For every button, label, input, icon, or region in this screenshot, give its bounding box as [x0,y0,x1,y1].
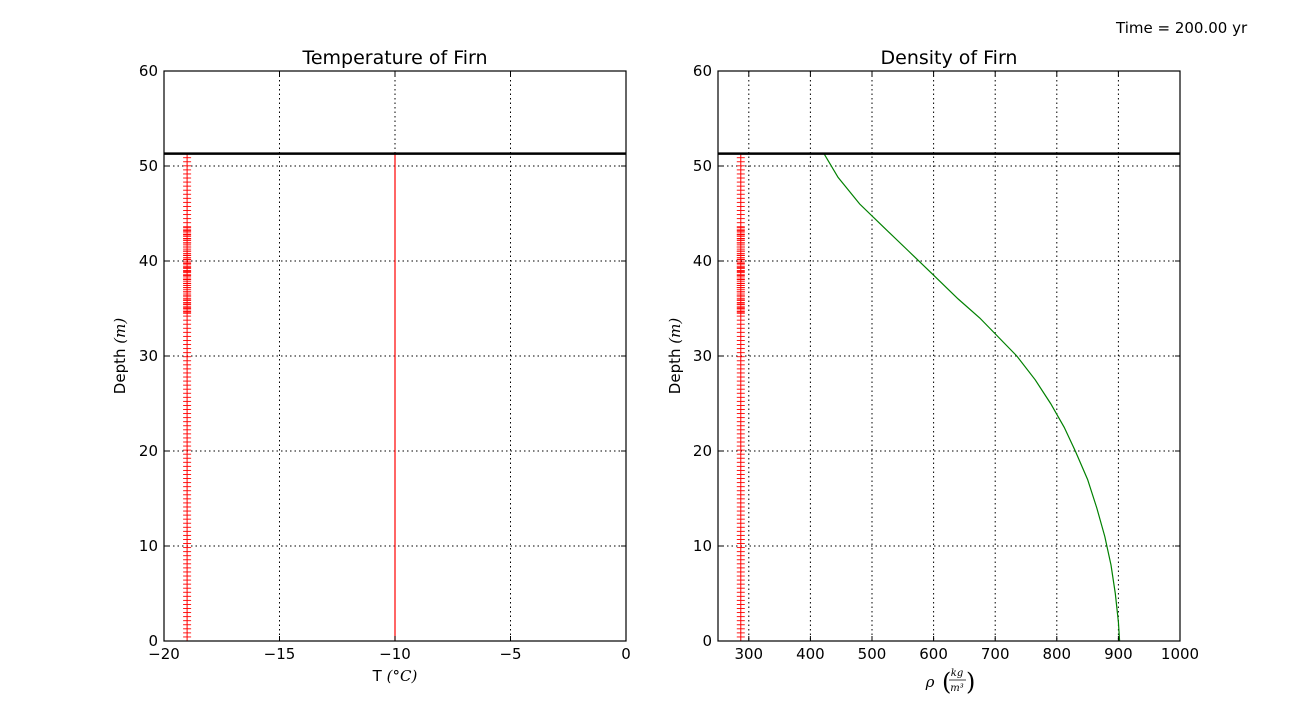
y-axis-label: Depth (m) [666,318,684,395]
series-line [823,153,1121,641]
x-tick-label: 400 [796,645,825,663]
close-paren: ) [966,668,975,696]
x-tick-label: 1000 [1161,645,1199,663]
x-tick-label: 800 [1042,645,1071,663]
y-tick-label: 60 [139,62,158,80]
y-tick-label: 30 [139,347,158,365]
x-tick-label: −5 [499,645,521,663]
x-tick-label: −15 [264,645,296,663]
y-tick-label: 30 [693,347,712,365]
x-axis-unit-numerator: kg [951,668,963,679]
y-tick-label: 20 [693,442,712,460]
x-tick-label: 300 [734,645,763,663]
plot-area [718,152,1180,641]
chart-title: Density of Firn [881,47,1018,69]
y-tick-label: 40 [139,252,158,270]
density-chart: 300 400 500 600 700 800 900 1000 0 10 20 30 40 50 60 D… [666,47,1199,696]
chart-title: Temperature of Firn [301,47,487,69]
x-tick-label: 900 [1104,645,1133,663]
y-axis-label-text: Depth [666,349,684,395]
x-axis-label-text: T [372,667,383,685]
y-tick-label: 20 [139,442,158,460]
x-axis-label: ρ ( kg m³ ) [925,668,976,696]
x-axis-label: T (°C) [372,667,418,685]
x-axis-label-text: ρ [925,673,935,691]
y-tick-label: 60 [693,62,712,80]
x-tick-label: −20 [148,645,180,663]
y-tick-label: 40 [693,252,712,270]
y-axis-label-unit: (m) [111,318,129,344]
y-tick-label: 10 [139,537,158,555]
x-axis-unit-denominator: m³ [950,683,964,694]
time-label: Time = 200.00 yr [1116,19,1248,37]
x-tick-label: 0 [621,645,631,663]
y-axis-label-unit: (m) [666,318,684,344]
open-paren: ( [942,668,951,696]
grid [718,70,1181,642]
y-tick-label: 50 [693,157,712,175]
x-tick-label: 700 [981,645,1010,663]
y-axis-label: Depth (m) [111,318,129,395]
x-tick-label: 500 [858,645,887,663]
x-tick-label: 600 [919,645,948,663]
y-tick-label: 10 [693,537,712,555]
x-axis-label-unit: (°C) [387,667,418,685]
y-tick-label: 0 [702,632,712,650]
plot-area [164,152,626,641]
y-axis-label-text: Depth [111,349,129,395]
temperature-chart: −20 −15 −10 −5 0 0 10 20 30 40 50 60 Temperature of… [111,47,631,685]
x-tick-label: −10 [379,645,411,663]
marker-series [183,153,192,641]
y-tick-label: 50 [139,157,158,175]
svg-text:ρ: ρ [925,673,935,691]
marker-series [736,153,745,641]
y-tick-label: 0 [148,632,158,650]
ticks: 300 400 500 600 700 800 900 1000 0 10 20 30 40 50 60 [693,62,1199,663]
ticks: −20 −15 −10 −5 0 0 10 20 30 40 50 60 [139,62,631,663]
